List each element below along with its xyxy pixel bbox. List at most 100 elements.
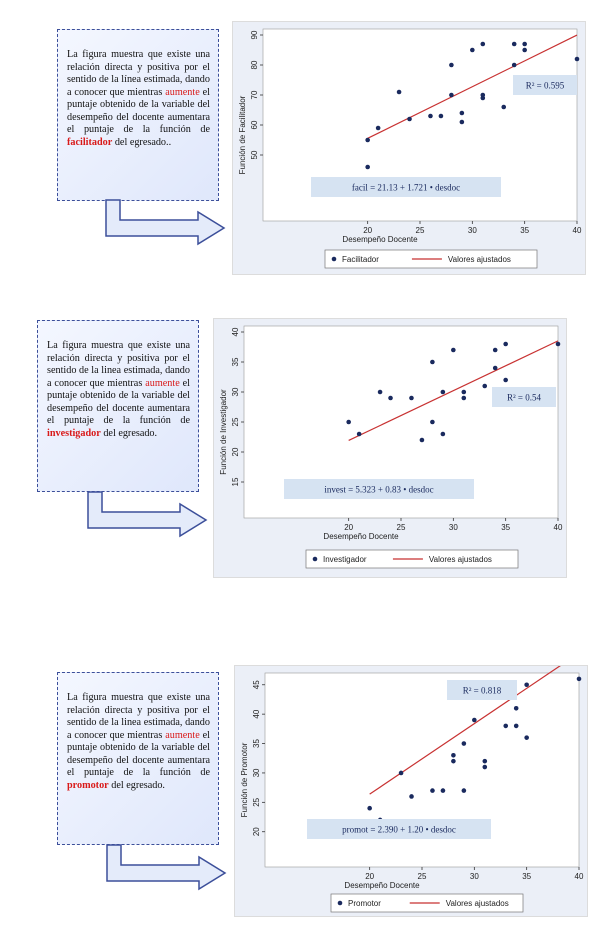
data-point — [522, 41, 527, 47]
regression-equation: facil = 21.13 + 1.721 • desdoc — [352, 183, 460, 193]
data-point — [555, 341, 561, 347]
r-squared-box — [513, 75, 577, 95]
y-tick-label: 45 — [252, 680, 261, 689]
data-point — [459, 119, 465, 125]
data-point — [407, 116, 412, 122]
data-point — [440, 389, 446, 395]
data-point — [461, 788, 467, 793]
description-box-investigador: La figura muestra que existe una relació… — [37, 320, 199, 492]
data-point — [419, 437, 425, 443]
y-axis-label: Función de Investigador — [219, 389, 228, 475]
x-axis-label: Desempeño Docente — [344, 881, 420, 890]
data-point — [409, 794, 414, 799]
description-text: La figura muestra que existe una relació… — [47, 340, 190, 439]
data-point — [440, 431, 446, 437]
data-point — [574, 56, 580, 62]
legend-label: Valores ajustados — [429, 555, 492, 564]
data-point — [440, 788, 446, 793]
data-point — [398, 770, 404, 776]
data-point — [365, 164, 370, 170]
y-tick-label: 40 — [231, 327, 240, 336]
data-point — [511, 41, 517, 47]
x-tick-label: 30 — [449, 523, 458, 532]
x-tick-label: 30 — [468, 226, 477, 235]
y-tick-label: 20 — [231, 447, 240, 456]
x-tick-label: 40 — [575, 872, 584, 881]
data-point — [524, 682, 529, 688]
fitted-line — [348, 340, 559, 442]
r-squared-label: R² = 0.818 — [463, 686, 502, 696]
data-point — [480, 95, 486, 101]
x-tick-label: 25 — [418, 872, 427, 881]
x-tick-label: 35 — [522, 872, 531, 881]
y-tick-label: 25 — [252, 797, 261, 806]
x-axis-label: Desempeño Docente — [323, 532, 399, 541]
data-point — [451, 347, 456, 353]
x-tick-label: 25 — [416, 226, 425, 235]
data-point — [449, 92, 454, 98]
y-tick-label: 60 — [250, 120, 259, 129]
x-tick-label: 20 — [363, 226, 372, 235]
y-tick-label: 70 — [250, 90, 259, 99]
scatter-chart-investigador-svg: 15 20 25 30 35 40 20 25 30 35 40 Desempeño Docente F… — [214, 319, 566, 577]
right-arrow-icon — [106, 844, 227, 891]
r-squared-label: R² = 0.54 — [507, 393, 542, 403]
keyword-aumente: aumente — [165, 86, 200, 98]
data-point — [449, 62, 454, 68]
data-point — [576, 676, 582, 682]
scatter-chart-promotor-svg: 20 25 30 35 40 45 20 25 30 35 40 Desempeño Docente F… — [235, 666, 587, 916]
data-point — [503, 723, 509, 729]
r-squared-label: R² = 0.595 — [526, 81, 565, 91]
data-point — [470, 47, 475, 53]
description-box-promotor: La figura muestra que existe una relació… — [57, 672, 219, 845]
y-tick-label: 90 — [250, 30, 259, 39]
data-point — [430, 359, 435, 365]
y-tick-label: 30 — [252, 768, 261, 777]
regression-equation: invest = 5.323 + 0.83 • desdoc — [324, 485, 433, 495]
y-tick-label: 50 — [250, 150, 259, 159]
y-tick-label: 35 — [252, 739, 261, 748]
data-point — [480, 41, 486, 47]
y-axis-label: Función de Promotor — [240, 742, 249, 817]
legend-marker — [312, 556, 318, 562]
x-tick-label: 20 — [344, 523, 353, 532]
legend-label: Valores ajustados — [448, 255, 511, 264]
legend-marker — [337, 900, 343, 906]
data-point — [482, 764, 488, 770]
x-tick-label: 20 — [365, 872, 374, 881]
data-point — [388, 395, 393, 401]
data-point — [451, 753, 456, 758]
r-squared-box — [492, 387, 556, 407]
y-tick-label: 35 — [231, 357, 240, 366]
data-point — [513, 723, 519, 729]
data-point — [472, 717, 477, 723]
data-point — [367, 805, 372, 811]
y-tick-label: 80 — [250, 60, 259, 69]
legend-marker — [331, 256, 337, 262]
scatter-chart-investigador: 15 20 25 30 35 40 20 25 30 35 40 Desempeño Docente F… — [213, 318, 567, 578]
data-point — [409, 395, 414, 401]
y-tick-label: 20 — [252, 827, 261, 836]
data-point — [492, 347, 498, 353]
regression-equation: promot = 2.390 + 1.20 • desdoc — [342, 825, 456, 835]
data-point — [365, 137, 370, 143]
data-point — [511, 62, 517, 68]
data-point — [428, 113, 433, 119]
keyword-role: investigador — [47, 427, 101, 439]
x-tick-label: 30 — [470, 872, 479, 881]
keyword-aumente: aumente — [145, 377, 180, 389]
keyword-role: facilitador — [67, 136, 113, 148]
description-text: La figura muestra que existe una relació… — [67, 692, 210, 791]
equation-box — [311, 177, 501, 197]
y-tick-label: 15 — [231, 477, 240, 486]
y-tick-label: 40 — [252, 709, 261, 718]
x-tick-label: 25 — [397, 523, 406, 532]
data-point — [501, 104, 507, 110]
x-tick-label: 40 — [554, 523, 563, 532]
description-text: La figura muestra que existe una relació… — [67, 49, 210, 148]
data-point — [482, 383, 488, 389]
data-point — [346, 419, 351, 425]
scatter-chart-facilitador: 50 60 70 80 90 20 25 30 35 40 Desempeño Docente Fun… — [232, 21, 586, 275]
x-tick-label: 35 — [501, 523, 510, 532]
data-point — [461, 741, 467, 746]
